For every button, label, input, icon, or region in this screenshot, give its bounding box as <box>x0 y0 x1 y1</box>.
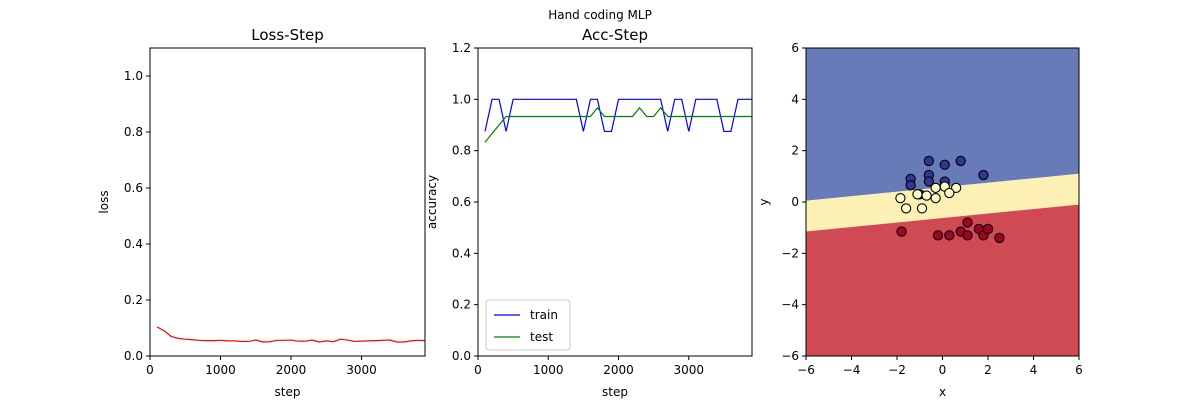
y-axis-label: y <box>757 198 771 205</box>
y-tick-label: −2 <box>781 246 799 260</box>
x-axis-label: step <box>275 385 301 399</box>
y-tick-label: 0.2 <box>124 293 143 307</box>
y-tick-label: 0.8 <box>124 125 143 139</box>
acc-step-chart: 0 1000 2000 3000 0.0 0.2 0.4 0.6 0.8 1.0 1.2 step ac… <box>425 26 753 399</box>
scatter-point-class-2 <box>896 226 907 237</box>
x-tick-label: 2000 <box>276 363 307 377</box>
scatter-point-class-1 <box>930 182 941 194</box>
loss-step-chart: 0 1000 2000 3000 0.0 0.2 0.4 0.6 0.8 1.0 step loss L… <box>97 26 426 399</box>
scatter-point-class-0 <box>923 155 934 167</box>
x-tick-label: 0 <box>146 363 154 377</box>
y-tick-label: 0.8 <box>452 144 471 158</box>
y-tick-label: −4 <box>781 298 799 312</box>
y-tick-label: 4 <box>791 92 799 106</box>
y-tick-label: 1.0 <box>124 69 143 83</box>
y-tick-label: 0.6 <box>124 181 143 195</box>
legend-label-train: train <box>530 308 558 322</box>
x-tick-label: 4 <box>1030 363 1038 377</box>
decision-region-class-2 <box>806 204 1079 356</box>
scatter-point-class-0 <box>978 169 989 181</box>
x-tick-label: 0 <box>939 363 947 377</box>
y-tick-label: 0.4 <box>124 237 143 251</box>
y-axis-label: accuracy <box>425 175 439 229</box>
scatter-point-class-1 <box>912 189 923 200</box>
scatter-point-class-0 <box>939 159 950 170</box>
y-tick-label: 0.0 <box>452 349 471 363</box>
figure-suptitle: Hand coding MLP <box>548 8 652 22</box>
x-tick-label: 1000 <box>533 363 564 377</box>
x-tick-label: 2 <box>984 363 992 377</box>
scatter-point-class-1 <box>916 203 928 214</box>
decision-boundary-chart: −6 −4 −2 0 2 4 6 −6 −4 −2 0 2 4 6 x y <box>757 41 1083 399</box>
y-tick-label: −6 <box>781 349 799 363</box>
scatter-point-class-1 <box>921 190 932 201</box>
decision-region-class-0 <box>806 48 1079 201</box>
y-tick-label: 1.2 <box>452 41 471 55</box>
scatter-point-class-2 <box>994 232 1005 244</box>
axes-frame <box>149 47 426 357</box>
x-axis-label: x <box>939 385 946 399</box>
scatter-point-class-1 <box>951 182 962 194</box>
y-tick-label: 1.0 <box>452 92 471 106</box>
y-tick-label: 2 <box>791 144 799 158</box>
loss-series-line <box>156 326 426 343</box>
scatter-point-class-0 <box>905 180 916 191</box>
scatter-point-class-2 <box>944 230 955 241</box>
scatter-point-class-1 <box>930 192 941 204</box>
x-tick-label: −4 <box>843 363 861 377</box>
scatter-point-class-0 <box>955 155 966 167</box>
scatter-point-class-1 <box>895 192 906 204</box>
train-series-line <box>484 98 752 133</box>
y-tick-label: 6 <box>791 41 799 55</box>
scatter-point-class-2 <box>962 217 973 228</box>
scatter-point-class-2 <box>982 223 994 235</box>
chart-title: Acc-Step <box>582 26 648 44</box>
scatter-point-class-0 <box>923 176 934 187</box>
scatter-point-class-2 <box>932 230 944 241</box>
x-tick-label: 0 <box>474 363 482 377</box>
scatter-point-class-1 <box>944 187 955 199</box>
x-tick-label: 3000 <box>346 363 377 377</box>
y-tick-label: 0.4 <box>452 246 471 260</box>
legend-label-test: test <box>530 330 553 344</box>
test-series-line <box>484 106 752 143</box>
x-tick-label: 2000 <box>603 363 634 377</box>
decision-region-class-1 <box>806 173 1079 232</box>
x-tick-label: 6 <box>1075 363 1083 377</box>
x-tick-label: −6 <box>797 363 815 377</box>
x-tick-label: 1000 <box>205 363 236 377</box>
x-tick-label: −2 <box>888 363 906 377</box>
chart-title: Loss-Step <box>251 26 323 44</box>
y-tick-label: 0.0 <box>124 349 143 363</box>
y-tick-label: 0 <box>791 195 799 209</box>
scatter-point-class-2 <box>962 230 973 241</box>
y-tick-label: 0.2 <box>452 298 471 312</box>
y-tick-label: 0.6 <box>452 195 471 209</box>
x-tick-label: 3000 <box>673 363 704 377</box>
x-axis-label: step <box>602 385 628 399</box>
scatter-point-class-1 <box>900 203 912 214</box>
y-axis-label: loss <box>97 190 111 213</box>
